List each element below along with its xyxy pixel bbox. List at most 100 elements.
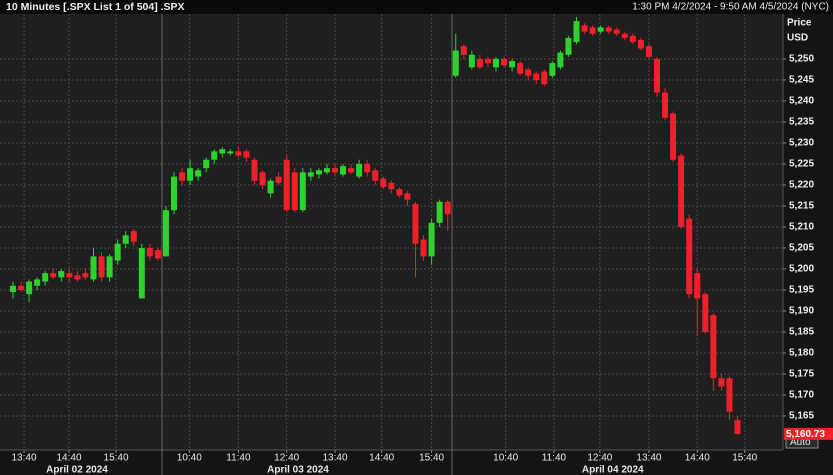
plot-area <box>0 14 783 450</box>
candle-body <box>243 151 250 158</box>
candle-body <box>662 92 669 118</box>
candle-body <box>195 170 202 177</box>
candle-body <box>581 25 588 32</box>
candle-body <box>444 201 451 215</box>
candle-body <box>734 420 741 434</box>
candle-body <box>654 58 660 93</box>
candle-body <box>605 27 612 32</box>
candle-body <box>34 279 41 286</box>
candle-body <box>66 273 73 278</box>
x-tick-label: 13:40 <box>322 453 347 464</box>
candle-body <box>412 203 419 244</box>
candle-body <box>525 69 532 76</box>
candle-body <box>74 275 81 280</box>
candle-body <box>203 159 210 169</box>
candle-body <box>380 178 387 188</box>
candle-body <box>171 176 177 211</box>
candle-body <box>686 218 693 295</box>
candle-body <box>549 63 556 76</box>
chart-title: 10 Minutes [.SPX List 1 of 504] .SPX <box>6 1 185 13</box>
y-tick-label: 5,240 <box>789 96 814 107</box>
candle-body <box>629 35 636 43</box>
x-tick-label: 11:40 <box>542 453 567 464</box>
x-tick-label: 13:40 <box>12 453 37 464</box>
candle-body <box>299 172 306 211</box>
candle-body <box>404 193 411 200</box>
candle-body <box>364 163 371 173</box>
candle-body <box>678 155 685 227</box>
last-price-label: 5,160.73 <box>786 429 825 440</box>
date-label: April 04 2024 <box>582 465 644 475</box>
y-tick-label: 5,210 <box>789 222 814 233</box>
candle-body <box>90 256 97 280</box>
candle-body <box>348 168 355 173</box>
y-tick-label: 5,170 <box>789 390 814 401</box>
candle-body <box>315 170 322 175</box>
candle-body <box>58 271 65 278</box>
candle-body <box>130 231 137 242</box>
y-tick-label: 5,165 <box>789 411 814 422</box>
y-tick-label: 5,200 <box>789 264 814 275</box>
candle-body <box>138 247 145 299</box>
candle-body <box>517 63 524 74</box>
candle-body <box>267 180 274 194</box>
x-tick-label: 15:40 <box>104 453 129 464</box>
candle-body <box>726 378 733 412</box>
x-tick-label: 10:40 <box>493 453 518 464</box>
y-axis-label: USD <box>787 33 808 44</box>
y-tick-label: 5,205 <box>789 243 814 254</box>
candle-body <box>26 281 33 295</box>
candle-body <box>420 239 427 257</box>
date-label: April 02 2024 <box>46 465 108 475</box>
candle-body <box>98 256 105 278</box>
candle-body <box>476 58 483 68</box>
candle-body <box>187 168 194 181</box>
x-tick-label: 13:40 <box>636 453 661 464</box>
candle-body <box>179 172 186 181</box>
candle-body <box>332 168 338 173</box>
candle-body <box>372 170 379 181</box>
y-tick-label: 5,185 <box>789 327 814 338</box>
candle-body <box>18 285 25 290</box>
candle-body <box>565 37 572 55</box>
candle-body <box>509 61 516 68</box>
candle-body <box>468 54 475 68</box>
x-tick-label: 14:40 <box>685 453 710 464</box>
candle-body <box>710 315 717 379</box>
time-range: 1:30 PM 4/2/2024 - 9:50 AM 4/5/2024 (NYC… <box>632 2 829 13</box>
candle-body <box>436 201 443 223</box>
candle-body <box>10 285 16 293</box>
candle-body <box>533 73 540 80</box>
y-tick-label: 5,195 <box>789 285 814 296</box>
y-tick-label: 5,250 <box>789 54 814 65</box>
candle-body <box>275 176 282 183</box>
candle-body <box>154 250 161 259</box>
candle-body <box>283 159 290 211</box>
candle-body <box>396 189 403 196</box>
candle-body <box>114 243 121 261</box>
x-tick-label: 15:40 <box>419 453 444 464</box>
y-tick-label: 5,225 <box>789 159 814 170</box>
candle-body <box>694 273 701 299</box>
candle-body <box>42 273 49 282</box>
candle-body <box>613 29 620 34</box>
candle-body <box>235 151 242 156</box>
y-tick-label: 5,190 <box>789 306 814 317</box>
date-label: April 03 2024 <box>267 465 329 475</box>
candle-body <box>484 58 491 64</box>
candle-body <box>557 52 564 68</box>
candle-body <box>291 172 298 211</box>
candle-body <box>702 294 709 332</box>
y-tick-label: 5,230 <box>789 138 814 149</box>
candle-body <box>146 247 153 257</box>
last-price-box <box>784 427 833 440</box>
header-bar <box>0 0 833 14</box>
candle-body <box>645 46 652 57</box>
candle-body <box>428 222 435 257</box>
candle-body <box>460 46 467 55</box>
candle-body <box>493 58 499 68</box>
auto-button-label[interactable]: Auto <box>790 437 811 448</box>
candle-body <box>388 182 395 190</box>
candle-body <box>621 33 628 38</box>
